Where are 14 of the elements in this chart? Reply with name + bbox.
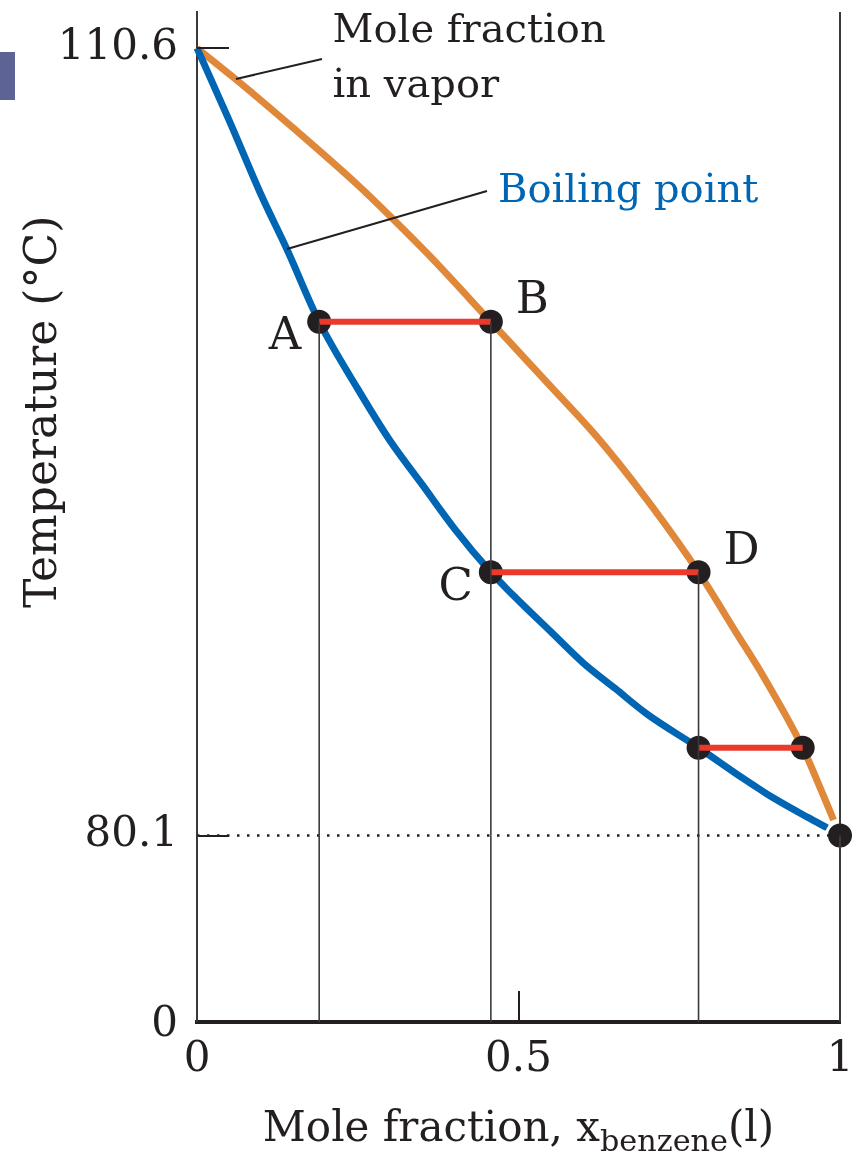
x-tick-label: 1 (826, 1032, 854, 1082)
y-axis-title: Temperature (°C) (15, 215, 67, 608)
x-tick-label: 0.5 (485, 1032, 552, 1082)
text: Boiling point (498, 164, 759, 211)
annotation: B (515, 271, 549, 325)
annotation: D (723, 521, 760, 575)
y-tick-label: 80.1 (84, 807, 178, 857)
annotation: A (267, 307, 302, 361)
annotation: C (438, 557, 473, 611)
x-tick-label: 0 (183, 1032, 211, 1082)
text: 0 (151, 996, 178, 1046)
x-axis-title: Mole fraction, x$_{benzene}$(l) (261, 1102, 776, 1158)
series-label: Mole fraction in vapor (332, 5, 606, 107)
y-tick-label: 110.6 (57, 20, 178, 70)
